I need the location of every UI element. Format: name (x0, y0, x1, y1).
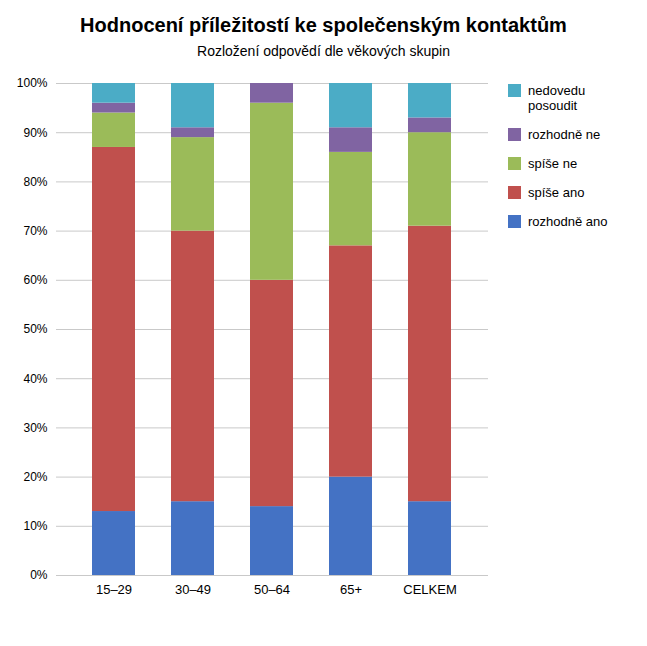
html-text:rozhodně ano: rozhodně ano (528, 214, 608, 229)
svg-text:65+: 65+ (340, 582, 362, 597)
svg-text:CELKEM: CELKEM (403, 582, 456, 597)
svg-text:20%: 20% (23, 470, 47, 484)
svg-text:50–64: 50–64 (254, 582, 290, 597)
html-text:nedovedu posoudit: nedovedu posoudit (528, 83, 586, 113)
svg-text:50%: 50% (23, 322, 47, 336)
svg-text:10%: 10% (23, 519, 47, 533)
html-text:spíše ne: spíše ne (528, 156, 578, 171)
svg-text:60%: 60% (23, 273, 47, 287)
svg-text:70%: 70% (23, 224, 47, 238)
html-text:rozhodně ne: rozhodně ne (528, 127, 601, 142)
svg-text:80%: 80% (23, 175, 47, 189)
html-text:Rozložení odpovědí dle věkovýc: Rozložení odpovědí dle věkových skupin (197, 43, 450, 59)
svg-text:0%: 0% (30, 568, 48, 582)
html-text:spíše ano: spíše ano (528, 185, 585, 200)
html-text:Hodnocení příležitostí ke spol: Hodnocení příležitostí ke společenským k… (80, 14, 567, 36)
svg-text:90%: 90% (23, 126, 47, 140)
svg-text:100%: 100% (17, 76, 48, 90)
svg-text:15–29: 15–29 (96, 582, 132, 597)
svg-text:30–49: 30–49 (175, 582, 211, 597)
svg-text:30%: 30% (23, 421, 47, 435)
svg-text:40%: 40% (23, 372, 47, 386)
